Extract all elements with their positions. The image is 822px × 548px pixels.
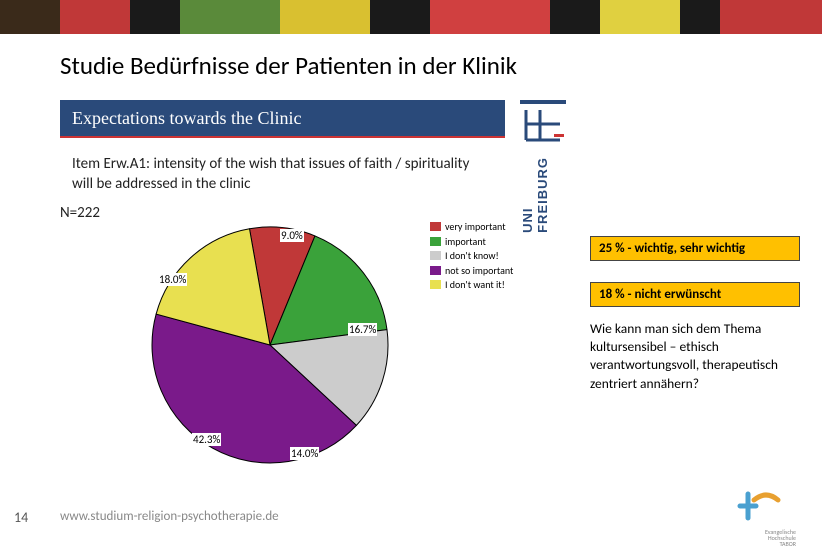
band-segment [430,0,550,34]
pie-legend: very importantimportantI don't know!not … [430,220,513,293]
band-segment [130,0,180,34]
band-segment [550,0,600,34]
pie-slice-label: 42.3% [192,433,221,446]
legend-label: not so important [445,264,513,278]
footer-url: www.studium-religion-psychotherapie.de [60,509,279,524]
legend-item: important [430,235,513,249]
band-segment [680,0,720,34]
pie-slice-label: 18.0% [158,273,187,286]
research-question: Wie kann man sich dem Thema kultursensib… [590,320,800,393]
legend-item: not so important [430,264,513,278]
page-title: Studie Bedürfnisse der Patienten in der … [60,50,517,81]
band-segment [600,0,680,34]
legend-swatch [430,266,441,275]
legend-item: I don't know! [430,249,513,263]
sub-header-bar: Expectations towards the Clinic [60,100,505,136]
legend-swatch [430,251,441,260]
pie-slice-label: 16.7% [348,323,377,336]
legend-item: very important [430,220,513,234]
band-segment [280,0,370,34]
callout-unwanted: 18 % - nicht erwünscht [590,282,800,307]
legend-swatch [430,280,441,289]
legend-label: very important [445,220,506,234]
legend-label: important [445,235,486,249]
band-segment [720,0,822,34]
decorative-top-band [0,0,822,34]
item-description: Item Erw.A1: intensity of the wish that … [72,154,492,195]
legend-swatch [430,222,441,231]
uni-logo-line1: UNI [520,208,535,233]
band-segment [370,0,430,34]
callout-important: 25 % - wichtig, sehr wichtig [590,236,800,261]
tabor-logo: Evangelische Hochschule TABOR [736,486,796,530]
band-segment [180,0,280,34]
page-number: 14 [14,509,28,526]
legend-label: I don't know! [445,249,499,263]
legend-label: I don't want it! [445,278,505,292]
uni-logo-line2: FREIBURG [535,157,550,233]
pie-chart: 9.0% 16.7% 14.0% 42.3% 18.0% [140,215,400,475]
tabor-text3: TABOR [780,540,796,548]
legend-item: I don't want it! [430,278,513,292]
band-segment [60,0,130,34]
legend-swatch [430,237,441,246]
sample-size: N=222 [60,204,100,222]
pie-slice-label: 9.0% [280,229,304,242]
sub-header-underline [60,136,505,138]
uni-freiburg-logo: UNI FREIBURG [520,100,575,200]
sub-header-text: Expectations towards the Clinic [72,108,301,129]
band-segment [0,0,60,34]
pie-slice-label: 14.0% [290,447,319,460]
